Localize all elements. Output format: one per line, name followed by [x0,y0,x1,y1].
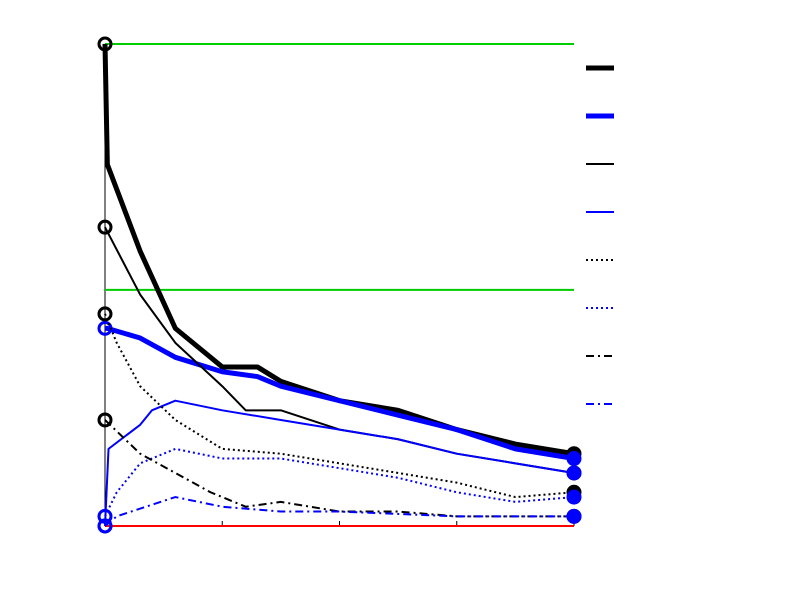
series-marker [566,489,582,505]
series-marker [97,306,113,322]
series-line [104,447,575,517]
series-line [102,43,575,457]
series-marker [97,412,113,428]
series-marker [566,465,582,481]
series-line [104,419,574,518]
series-marker [566,508,582,524]
series-marker [97,219,113,235]
series-marker [97,508,113,524]
series-line [104,399,575,527]
series-line [104,226,575,474]
series-line [104,313,575,499]
series-line [104,496,574,527]
series-line [104,325,575,461]
series-marker [97,518,113,534]
series-marker [97,36,113,52]
series-marker [566,451,582,467]
